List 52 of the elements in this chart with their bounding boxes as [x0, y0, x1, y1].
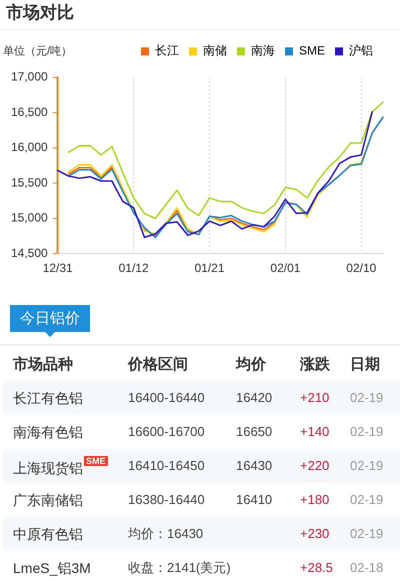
y-tick-label: 16,000 — [11, 140, 48, 154]
text: 今日铝价 — [10, 305, 90, 332]
legend-label: 长江 — [154, 44, 179, 58]
legend-label: 沪铝 — [349, 44, 373, 58]
text: 长江有色铝 — [13, 389, 83, 408]
text: LmeS_铝3M — [13, 559, 91, 578]
text: 02-18 — [350, 559, 384, 577]
text: 均价：16430 — [128, 525, 204, 543]
text: 02-19 — [350, 525, 384, 543]
text: 市场品种 — [13, 355, 73, 375]
text: +210 — [300, 389, 330, 407]
text: 02-19 — [350, 457, 384, 475]
legend-label: 南海 — [250, 44, 275, 58]
text: 02-19 — [350, 389, 384, 407]
y-tick-label: 15,500 — [11, 175, 48, 190]
chart-title: 市场对比 — [5, 2, 74, 22]
text: 02-19 — [350, 491, 384, 509]
y-axis-title: 单位（元/吨） — [3, 44, 72, 58]
text: 16420 — [236, 389, 272, 407]
x-tick-label: 01/12 — [118, 261, 149, 276]
text: +180 — [300, 491, 330, 509]
text: 中原有色铝 — [13, 525, 83, 544]
text: +230 — [300, 525, 330, 543]
text: 收盘：2141(美元) — [128, 559, 231, 577]
text: 02-19 — [350, 423, 384, 441]
text: 涨跌 — [300, 355, 330, 375]
text: 日期 — [350, 355, 380, 375]
y-tick-label: 17,000 — [11, 70, 48, 84]
text: 16600-16700 — [128, 423, 205, 441]
text: +28.5 — [300, 559, 333, 577]
text: 均价 — [236, 355, 266, 375]
text: 16650 — [236, 423, 272, 441]
y-tick-label: 15,000 — [11, 210, 48, 225]
y-tick-label: 14,500 — [11, 246, 48, 260]
text: 16380-16440 — [128, 491, 205, 509]
text: 南海有色铝 — [13, 423, 83, 442]
text: +140 — [300, 423, 330, 441]
legend-label: SME — [298, 44, 326, 58]
text: 16430 — [236, 457, 272, 475]
text: 价格区间 — [128, 355, 188, 375]
legend-label: 南储 — [202, 44, 227, 58]
x-tick-label: 02/10 — [346, 261, 377, 276]
text: 上海现货铝$^{SME}$ — [13, 456, 107, 476]
text: 16410-16450 — [128, 457, 205, 475]
text: +220 — [300, 457, 330, 475]
x-tick-label: 12/31 — [42, 261, 74, 276]
x-tick-label: 02/01 — [270, 261, 301, 276]
y-tick-label: 16,500 — [11, 104, 48, 119]
text: 16400-16440 — [128, 389, 205, 407]
x-tick-label: 01/21 — [194, 261, 225, 276]
text: 16410 — [236, 491, 272, 509]
text: 广东南储铝 — [13, 491, 83, 510]
